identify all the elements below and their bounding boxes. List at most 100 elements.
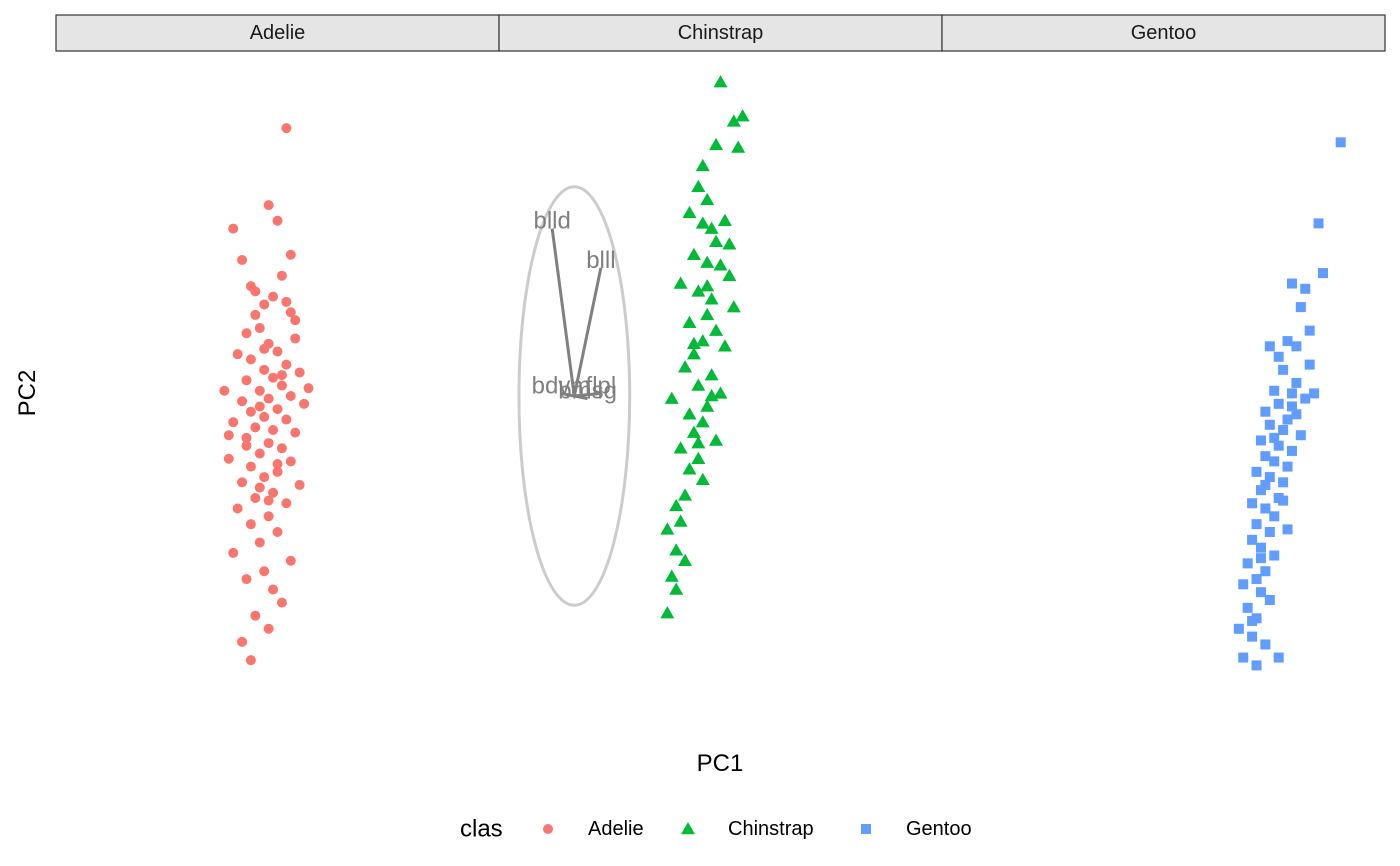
facet-strip-label: Adelie [250,22,306,44]
data-point [303,383,314,394]
data-point [1291,341,1302,352]
data-point [245,406,256,417]
data-point [700,255,715,268]
data-point [272,404,283,415]
data-point [1295,430,1306,441]
legend-entry-gentoo: Gentoo [861,818,972,840]
data-point [1291,409,1302,420]
loading-label-bdvm: bdvm [532,372,591,399]
data-point [259,299,270,310]
data-point [709,323,724,336]
data-point [228,223,239,234]
data-point [1282,524,1293,535]
data-point [1238,579,1249,590]
data-point [1260,566,1271,577]
data-point [281,296,292,307]
data-point [1251,466,1262,477]
facet-strip-background [498,14,943,52]
data-point [1233,623,1244,634]
data-point [299,398,310,409]
data-point [276,443,287,454]
data-point [228,417,239,428]
data-point [713,75,728,88]
data-point [254,323,265,333]
data-point [1300,393,1311,404]
data-point [245,354,256,365]
facet-strip-adelie: Adelie [55,14,500,52]
data-point [254,482,265,493]
data-point [1260,479,1271,490]
data-point [1251,574,1262,585]
data-point [1295,302,1306,313]
data-point [695,216,710,229]
data-point [1264,472,1275,483]
facet-strip-gentoo: Gentoo [941,14,1386,52]
data-point [1300,283,1311,294]
data-point [1269,550,1280,561]
data-point [669,582,684,595]
data-point [263,495,274,506]
data-point [682,407,697,420]
data-point [241,574,252,585]
data-point [1238,652,1249,663]
data-point [1309,388,1320,399]
legend: clas Adelie Chinstrap Gentoo [460,816,972,843]
data-point [704,221,719,234]
data-point [704,292,719,305]
data-point [1317,268,1328,279]
data-point [700,399,715,412]
data-point [268,291,279,302]
data-point [1255,435,1266,446]
data-point [731,140,746,153]
data-point [281,414,292,425]
data-point [259,411,270,422]
data-point [709,137,724,151]
data-point [223,453,234,464]
loading-label-bmsg: bmsg [558,378,617,405]
facet-strip-background [55,14,500,52]
facet-strip-label: Chinstrap [678,22,764,44]
data-point [232,349,243,360]
loading-arrow-blld [550,228,576,397]
data-point [250,493,261,503]
data-point [263,511,274,522]
data-point [1264,341,1275,352]
data-point [268,584,279,595]
data-point [717,339,732,352]
data-point [691,436,706,449]
data-point [281,359,292,370]
data-point [219,385,230,396]
data-point [250,286,261,297]
data-point [285,456,296,467]
data-point [250,610,261,621]
data-point [245,519,256,530]
facet-strip-background [941,14,1386,52]
data-point [237,477,248,488]
data-point [691,284,706,297]
data-point [285,249,296,260]
data-point [1291,377,1302,388]
data-point [691,179,706,193]
data-point [259,343,270,354]
data-point [241,375,252,386]
data-point [276,597,287,608]
data-point [1247,631,1258,642]
data-point [1260,639,1271,650]
data-point [669,543,684,556]
data-point [263,623,274,634]
data-point [254,448,265,459]
data-point [268,372,279,383]
data-point [695,334,710,347]
data-point [678,488,693,501]
loading-label-flpl: flpl [586,372,617,399]
data-point [669,498,684,512]
data-point [276,270,287,281]
data-point [709,433,724,446]
data-point [673,514,688,527]
data-point [237,636,248,647]
data-point [254,537,265,548]
data-point [664,569,679,582]
data-point [678,360,693,373]
data-point [1264,419,1275,430]
